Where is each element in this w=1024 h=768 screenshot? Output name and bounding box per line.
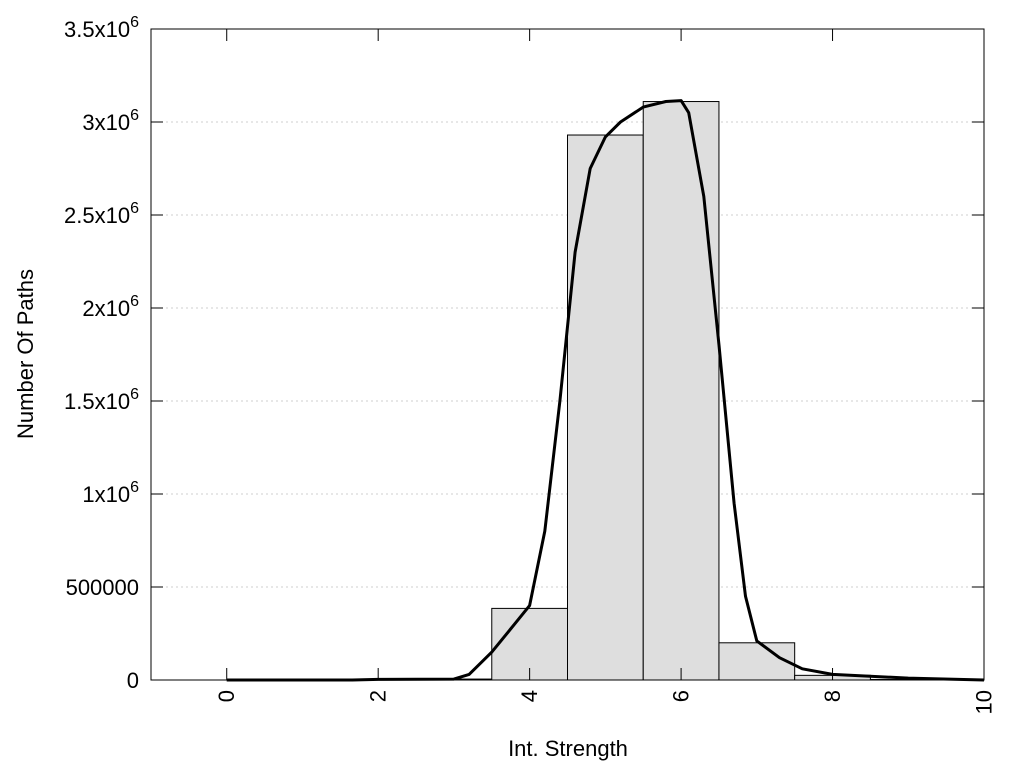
bar-6 — [642, 101, 720, 681]
y-tick-label-1: 500000 — [66, 575, 139, 600]
y-tick-label-0: 0 — [127, 668, 139, 693]
x-axis-title: Int. Strength — [508, 736, 628, 761]
histogram-bars — [415, 101, 947, 681]
bar-5 — [567, 134, 644, 681]
x-axis-ticks: 0 2 4 6 8 10 — [214, 29, 997, 714]
fit-curve — [226, 99, 985, 682]
y-axis-title: Number Of Paths — [13, 269, 38, 439]
x-tick-label-3: 6 — [669, 690, 694, 702]
plot-frame — [150, 28, 985, 681]
x-tick-label-5: 10 — [972, 690, 997, 714]
y-tick-label-7: 3.5x106 — [64, 14, 139, 42]
y-axis-ticks: 0 500000 1x106 1.5x106 2x106 2.5x106 3x106 3.5x… — [64, 14, 984, 693]
x-tick-label-1: 2 — [366, 690, 391, 702]
y-tick-label-5: 2.5x106 — [64, 200, 139, 228]
y-tick-label-3: 1.5x106 — [64, 386, 139, 414]
y-tick-label-6: 3x106 — [82, 107, 139, 135]
y-tick-label-2: 1x106 — [82, 479, 139, 507]
bar-7 — [718, 642, 796, 681]
x-tick-label-0: 0 — [214, 690, 239, 702]
x-tick-label-2: 4 — [517, 690, 542, 702]
y-tick-label-4: 2x106 — [82, 293, 139, 321]
x-tick-label-4: 8 — [820, 690, 845, 702]
